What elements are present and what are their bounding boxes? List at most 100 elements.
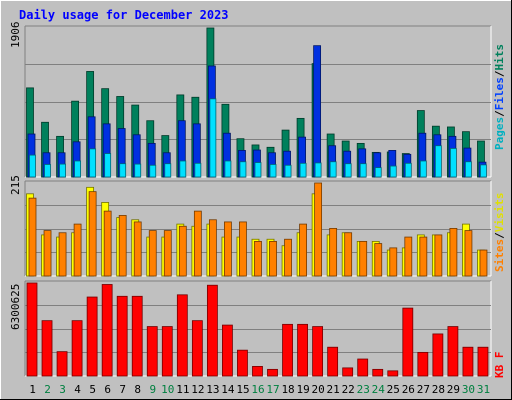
bar-pages-day-14: [224, 160, 232, 178]
bar-pages-day-23: [359, 163, 367, 178]
bar-pages-day-4: [74, 160, 81, 178]
bar-kb-f-day-28: [432, 333, 444, 377]
bar-kb-f-day-25: [387, 370, 399, 377]
bar-kb-f-day-21: [327, 346, 339, 377]
bar-kb-f-day-9: [146, 326, 158, 377]
legend-separator: /: [493, 110, 506, 117]
day-label-19: 19: [296, 383, 309, 396]
bar-pages-day-28: [434, 145, 442, 178]
bar-kb-f-day-20: [312, 326, 324, 377]
panel-hits-files-pages: [24, 25, 492, 178]
bar-pages-day-22: [344, 163, 352, 178]
bar-sites-day-31: [479, 249, 488, 277]
bar-sites-day-11: [178, 225, 187, 277]
bar-sites-day-18: [284, 238, 292, 277]
bar-kb-f-day-23: [357, 358, 369, 377]
bar-kb-f-day-12: [191, 320, 203, 377]
day-label-31: 31: [477, 383, 490, 396]
bar-sites-day-3: [58, 232, 67, 277]
bar-kb-f-day-31: [477, 346, 489, 377]
bar-kb-f-day-13: [206, 284, 218, 377]
bar-kb-f-day-7: [116, 295, 128, 377]
bar-sites-day-22: [344, 232, 353, 277]
top-max-label: 1906: [9, 22, 22, 49]
bar-pages-day-9: [149, 164, 157, 178]
bar-kb-f-day-27: [417, 351, 429, 377]
bar-kb-f-day-14: [222, 324, 233, 377]
day-label-29: 29: [447, 383, 460, 396]
legend-kbf: KB F: [493, 352, 506, 379]
bar-sites-day-26: [404, 236, 413, 277]
day-label-18: 18: [281, 383, 294, 396]
bar-pages-day-1: [29, 154, 36, 178]
bar-pages-day-26: [404, 162, 412, 178]
bar-pages-day-30: [465, 161, 472, 178]
day-label-4: 4: [74, 383, 81, 396]
bar-sites-day-14: [224, 221, 232, 277]
bar-kb-f-day-3: [56, 351, 68, 377]
day-label-15: 15: [236, 383, 249, 396]
bar-kb-f-day-18: [282, 323, 293, 377]
panel-visits-sites: [24, 180, 492, 277]
bar-pages-day-17: [269, 164, 277, 178]
bar-pages-day-27: [419, 160, 427, 178]
bar-kb-f-day-19: [297, 323, 308, 377]
day-label-26: 26: [402, 383, 415, 396]
day-label-12: 12: [191, 383, 204, 396]
legend-bottom: KB F: [493, 352, 506, 379]
bar-sites-day-17: [269, 240, 277, 277]
bar-kb-f-day-24: [372, 368, 384, 377]
legend-separator: /: [493, 70, 506, 77]
bar-sites-day-8: [133, 221, 142, 277]
bar-kb-f-day-4: [71, 320, 83, 377]
legend-pages: Pages: [493, 117, 506, 150]
bar-sites-day-7: [118, 215, 127, 277]
day-label-20: 20: [312, 383, 325, 396]
bar-pages-day-2: [44, 164, 51, 178]
day-label-25: 25: [387, 383, 400, 396]
chart-title: Daily usage for December 2023: [19, 8, 229, 22]
bar-sites-day-24: [374, 243, 383, 277]
day-label-21: 21: [327, 383, 340, 396]
bar-sites-day-4: [73, 223, 82, 277]
bar-pages-day-13: [209, 98, 217, 178]
bar-pages-day-11: [179, 160, 187, 178]
legend-separator: /: [493, 232, 506, 239]
bar-sites-day-27: [419, 236, 428, 277]
bar-sites-day-13: [208, 219, 217, 277]
bar-pages-day-5: [89, 148, 97, 178]
bar-kb-f-day-30: [462, 346, 474, 377]
day-label-8: 8: [134, 383, 141, 396]
bar-kb-f-day-5: [86, 296, 98, 377]
bar-sites-day-21: [329, 228, 338, 277]
bar-kb-f-day-1: [26, 282, 38, 377]
legend-hits: Hits: [493, 44, 506, 71]
bar-kb-f-day-22: [342, 367, 354, 377]
day-label-17: 17: [266, 383, 279, 396]
bar-pages-day-15: [239, 161, 247, 178]
bar-kb-f-day-2: [41, 320, 53, 377]
legend-files: Files: [493, 77, 506, 110]
bar-pages-day-16: [254, 162, 262, 178]
bar-kb-f-day-6: [101, 284, 113, 377]
bar-pages-day-19: [299, 162, 307, 178]
bar-sites-day-12: [193, 210, 202, 277]
bar-sites-day-28: [434, 234, 443, 277]
day-label-2: 2: [44, 383, 51, 396]
bar-pages-day-3: [59, 163, 66, 178]
day-labels: 1 2 3 4 5 6 7 8 9 10 11 12 13 14 15 16 17 18 19 20 21 22 23 24 2…: [29, 383, 490, 396]
legend-top: Pages/Files/Hits: [493, 44, 506, 150]
bar-pages-day-8: [134, 163, 142, 178]
bar-pages-day-25: [389, 165, 397, 178]
bar-sites-day-15: [239, 221, 247, 277]
day-label-27: 27: [417, 383, 430, 396]
day-label-13: 13: [206, 383, 219, 396]
bar-sites-day-23: [359, 240, 368, 277]
day-label-6: 6: [104, 383, 111, 396]
bar-sites-day-16: [254, 240, 262, 277]
bar-kb-f-day-8: [131, 295, 143, 377]
day-label-23: 23: [357, 383, 370, 396]
bar-sites-day-19: [299, 223, 307, 277]
bar-sites-day-5: [88, 191, 97, 277]
